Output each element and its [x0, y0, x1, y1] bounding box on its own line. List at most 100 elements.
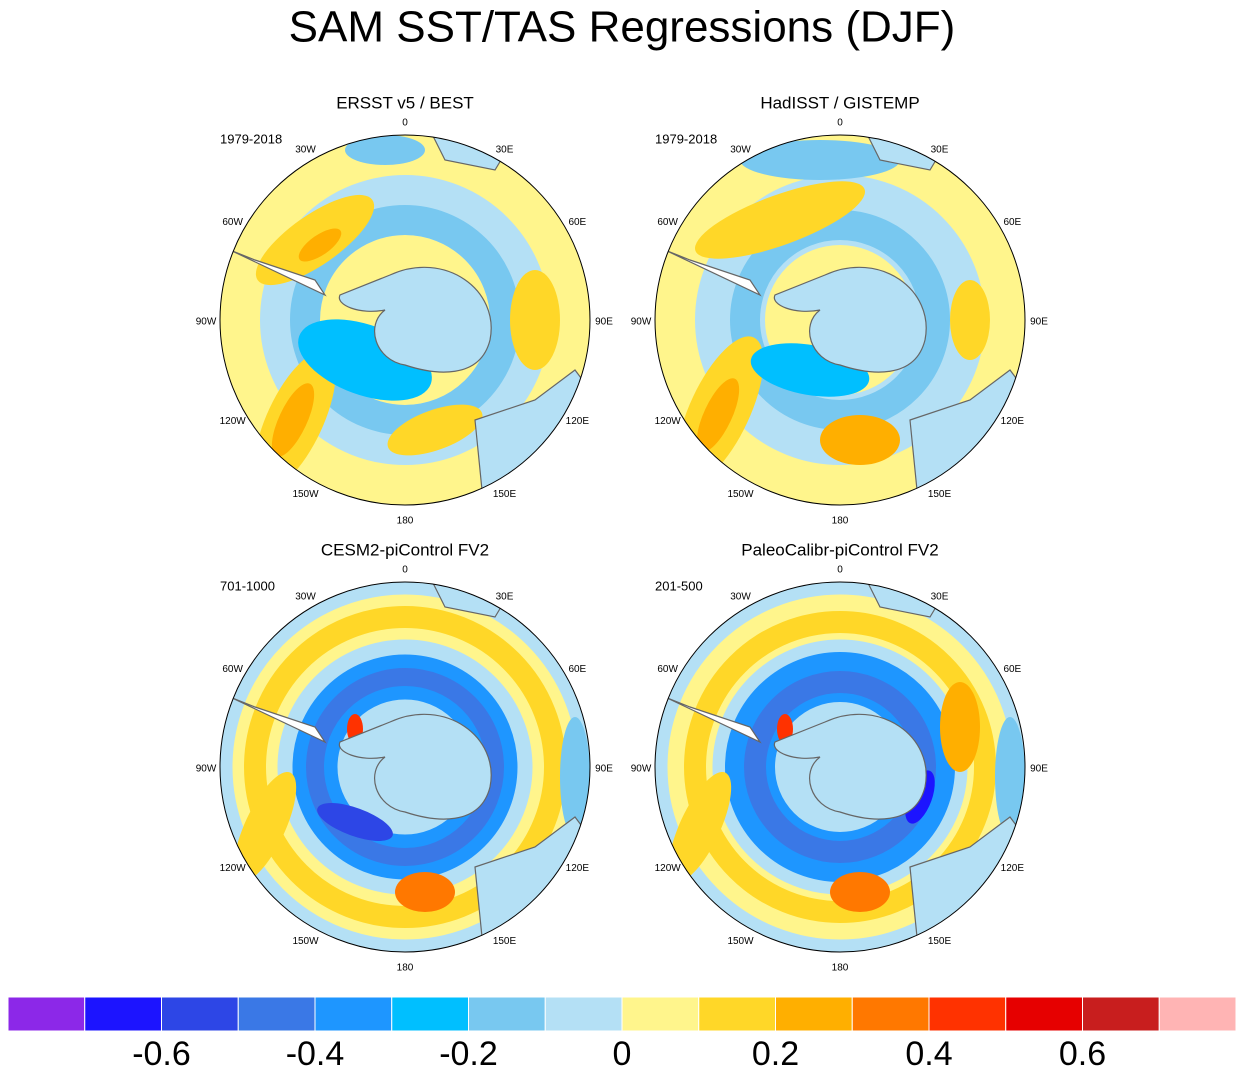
field-shape — [820, 415, 900, 465]
lon-label: 60W — [222, 664, 243, 675]
lon-label: 150E — [928, 936, 952, 947]
panel-title: CESM2-piControl FV2 — [321, 540, 489, 559]
antarctica — [338, 713, 492, 820]
colorbar-tick-label: 0.4 — [905, 1035, 952, 1073]
map-border — [219, 134, 591, 506]
field-shape — [830, 872, 890, 912]
map-border — [654, 581, 1026, 953]
lon-label: 90W — [196, 317, 217, 328]
map-panel: PaleoCalibr-piControl FV2 201-500 0 30E 60E 9… — [631, 540, 1049, 973]
lon-label: 150E — [493, 489, 517, 500]
field-shape — [317, 803, 393, 841]
lon-label: 60E — [568, 217, 586, 228]
lon-label: 30W — [730, 591, 751, 602]
lon-label: 120W — [220, 863, 247, 874]
colorbar-tick-label: 0.2 — [752, 1035, 799, 1073]
land — [229, 249, 327, 297]
field-shape — [298, 228, 342, 262]
lon-label: 90W — [631, 764, 652, 775]
field-shape — [233, 771, 297, 883]
field-shape — [940, 682, 980, 772]
field-shape — [290, 205, 520, 435]
lon-label: 30W — [295, 144, 316, 155]
lon-label: 150E — [928, 489, 952, 500]
colorbar-box — [544, 996, 623, 1032]
colorbar-box — [775, 996, 853, 1032]
colorbar: -0.6 -0.4 -0.2 0 0.2 0.4 0.6 — [7, 996, 1237, 1073]
lon-label: 30E — [931, 144, 949, 155]
colorbar-box — [621, 996, 700, 1032]
field-shape — [387, 404, 483, 456]
field-shape — [560, 717, 590, 837]
map-panel: ERSST v5 / BEST 1979-2018 0 30E 60E 90E 120E 15… — [196, 93, 614, 526]
land — [664, 249, 762, 297]
colorbar-box — [7, 996, 86, 1032]
colorbar-box — [391, 996, 469, 1032]
lon-label: 90E — [595, 764, 613, 775]
map-panel: CESM2-piControl FV2 701-1000 0 30E 60E 90E 120… — [196, 540, 614, 973]
field-shape — [345, 135, 425, 165]
colorbar-box — [84, 996, 162, 1032]
panel-period: 701-1000 — [220, 578, 275, 593]
colorbar-box — [1158, 996, 1237, 1032]
lon-label: 120E — [1001, 863, 1025, 874]
antarctica — [338, 266, 492, 373]
antarctica — [773, 713, 927, 820]
colorbar-tick-label: -0.2 — [439, 1035, 498, 1073]
lon-label: 150W — [292, 489, 319, 500]
field-shape — [694, 181, 866, 259]
lon-label: 30E — [496, 144, 514, 155]
colorbar-box — [1005, 996, 1083, 1032]
lon-label: 120W — [655, 863, 682, 874]
lon-label: 120E — [566, 416, 590, 427]
lon-label: 30W — [295, 591, 316, 602]
field-shape — [740, 140, 900, 180]
lon-label: 0 — [837, 565, 843, 576]
map-panel: HadISST / GISTEMP 1979-2018 0 30E 60E 90E 120E… — [631, 93, 1049, 526]
lon-label: 0 — [402, 565, 408, 576]
lon-label: 120E — [566, 863, 590, 874]
lon-label: 90E — [1030, 317, 1048, 328]
colorbar-box — [698, 996, 776, 1032]
field-shape — [668, 771, 732, 883]
lon-label: 120W — [655, 416, 682, 427]
lon-label: 90E — [595, 317, 613, 328]
colorbar-tick-label: 0.6 — [1059, 1035, 1106, 1073]
lon-label: 0 — [402, 118, 408, 129]
colorbar-box — [928, 996, 1007, 1032]
lon-label: 30E — [931, 591, 949, 602]
field-shape — [271, 383, 315, 457]
colorbar-box — [314, 996, 393, 1032]
lon-label: 60E — [1003, 664, 1021, 675]
colorbar-tick-label: -0.4 — [286, 1035, 345, 1073]
lon-label: 120W — [220, 416, 247, 427]
field-shape — [244, 606, 566, 928]
lon-label: 90E — [1030, 764, 1048, 775]
lon-label: 180 — [397, 516, 414, 527]
lon-label: 150W — [727, 936, 754, 947]
lon-label: 60E — [1003, 217, 1021, 228]
colorbar-tick-label: 0 — [613, 1035, 632, 1073]
lon-label: 150W — [292, 936, 319, 947]
panel-period: 1979-2018 — [655, 131, 717, 146]
colorbar-box — [851, 996, 930, 1032]
lon-label: 30E — [496, 591, 514, 602]
field-shape — [684, 611, 996, 923]
lon-label: 60W — [222, 217, 243, 228]
field-shape — [395, 872, 455, 912]
lon-label: 30W — [730, 144, 751, 155]
lon-label: 150E — [493, 936, 517, 947]
land — [664, 696, 762, 744]
lon-label: 180 — [832, 963, 849, 974]
field-shape — [510, 270, 560, 370]
field-shape — [995, 717, 1025, 837]
field-shape — [950, 280, 990, 360]
panel-title: PaleoCalibr-piControl FV2 — [741, 540, 938, 559]
colorbar-box — [237, 996, 316, 1032]
map-border — [654, 134, 1026, 506]
lon-label: 60E — [568, 664, 586, 675]
lon-label: 90W — [196, 764, 217, 775]
colorbar-tick-label: -0.6 — [132, 1035, 191, 1073]
lon-label: 90W — [631, 317, 652, 328]
